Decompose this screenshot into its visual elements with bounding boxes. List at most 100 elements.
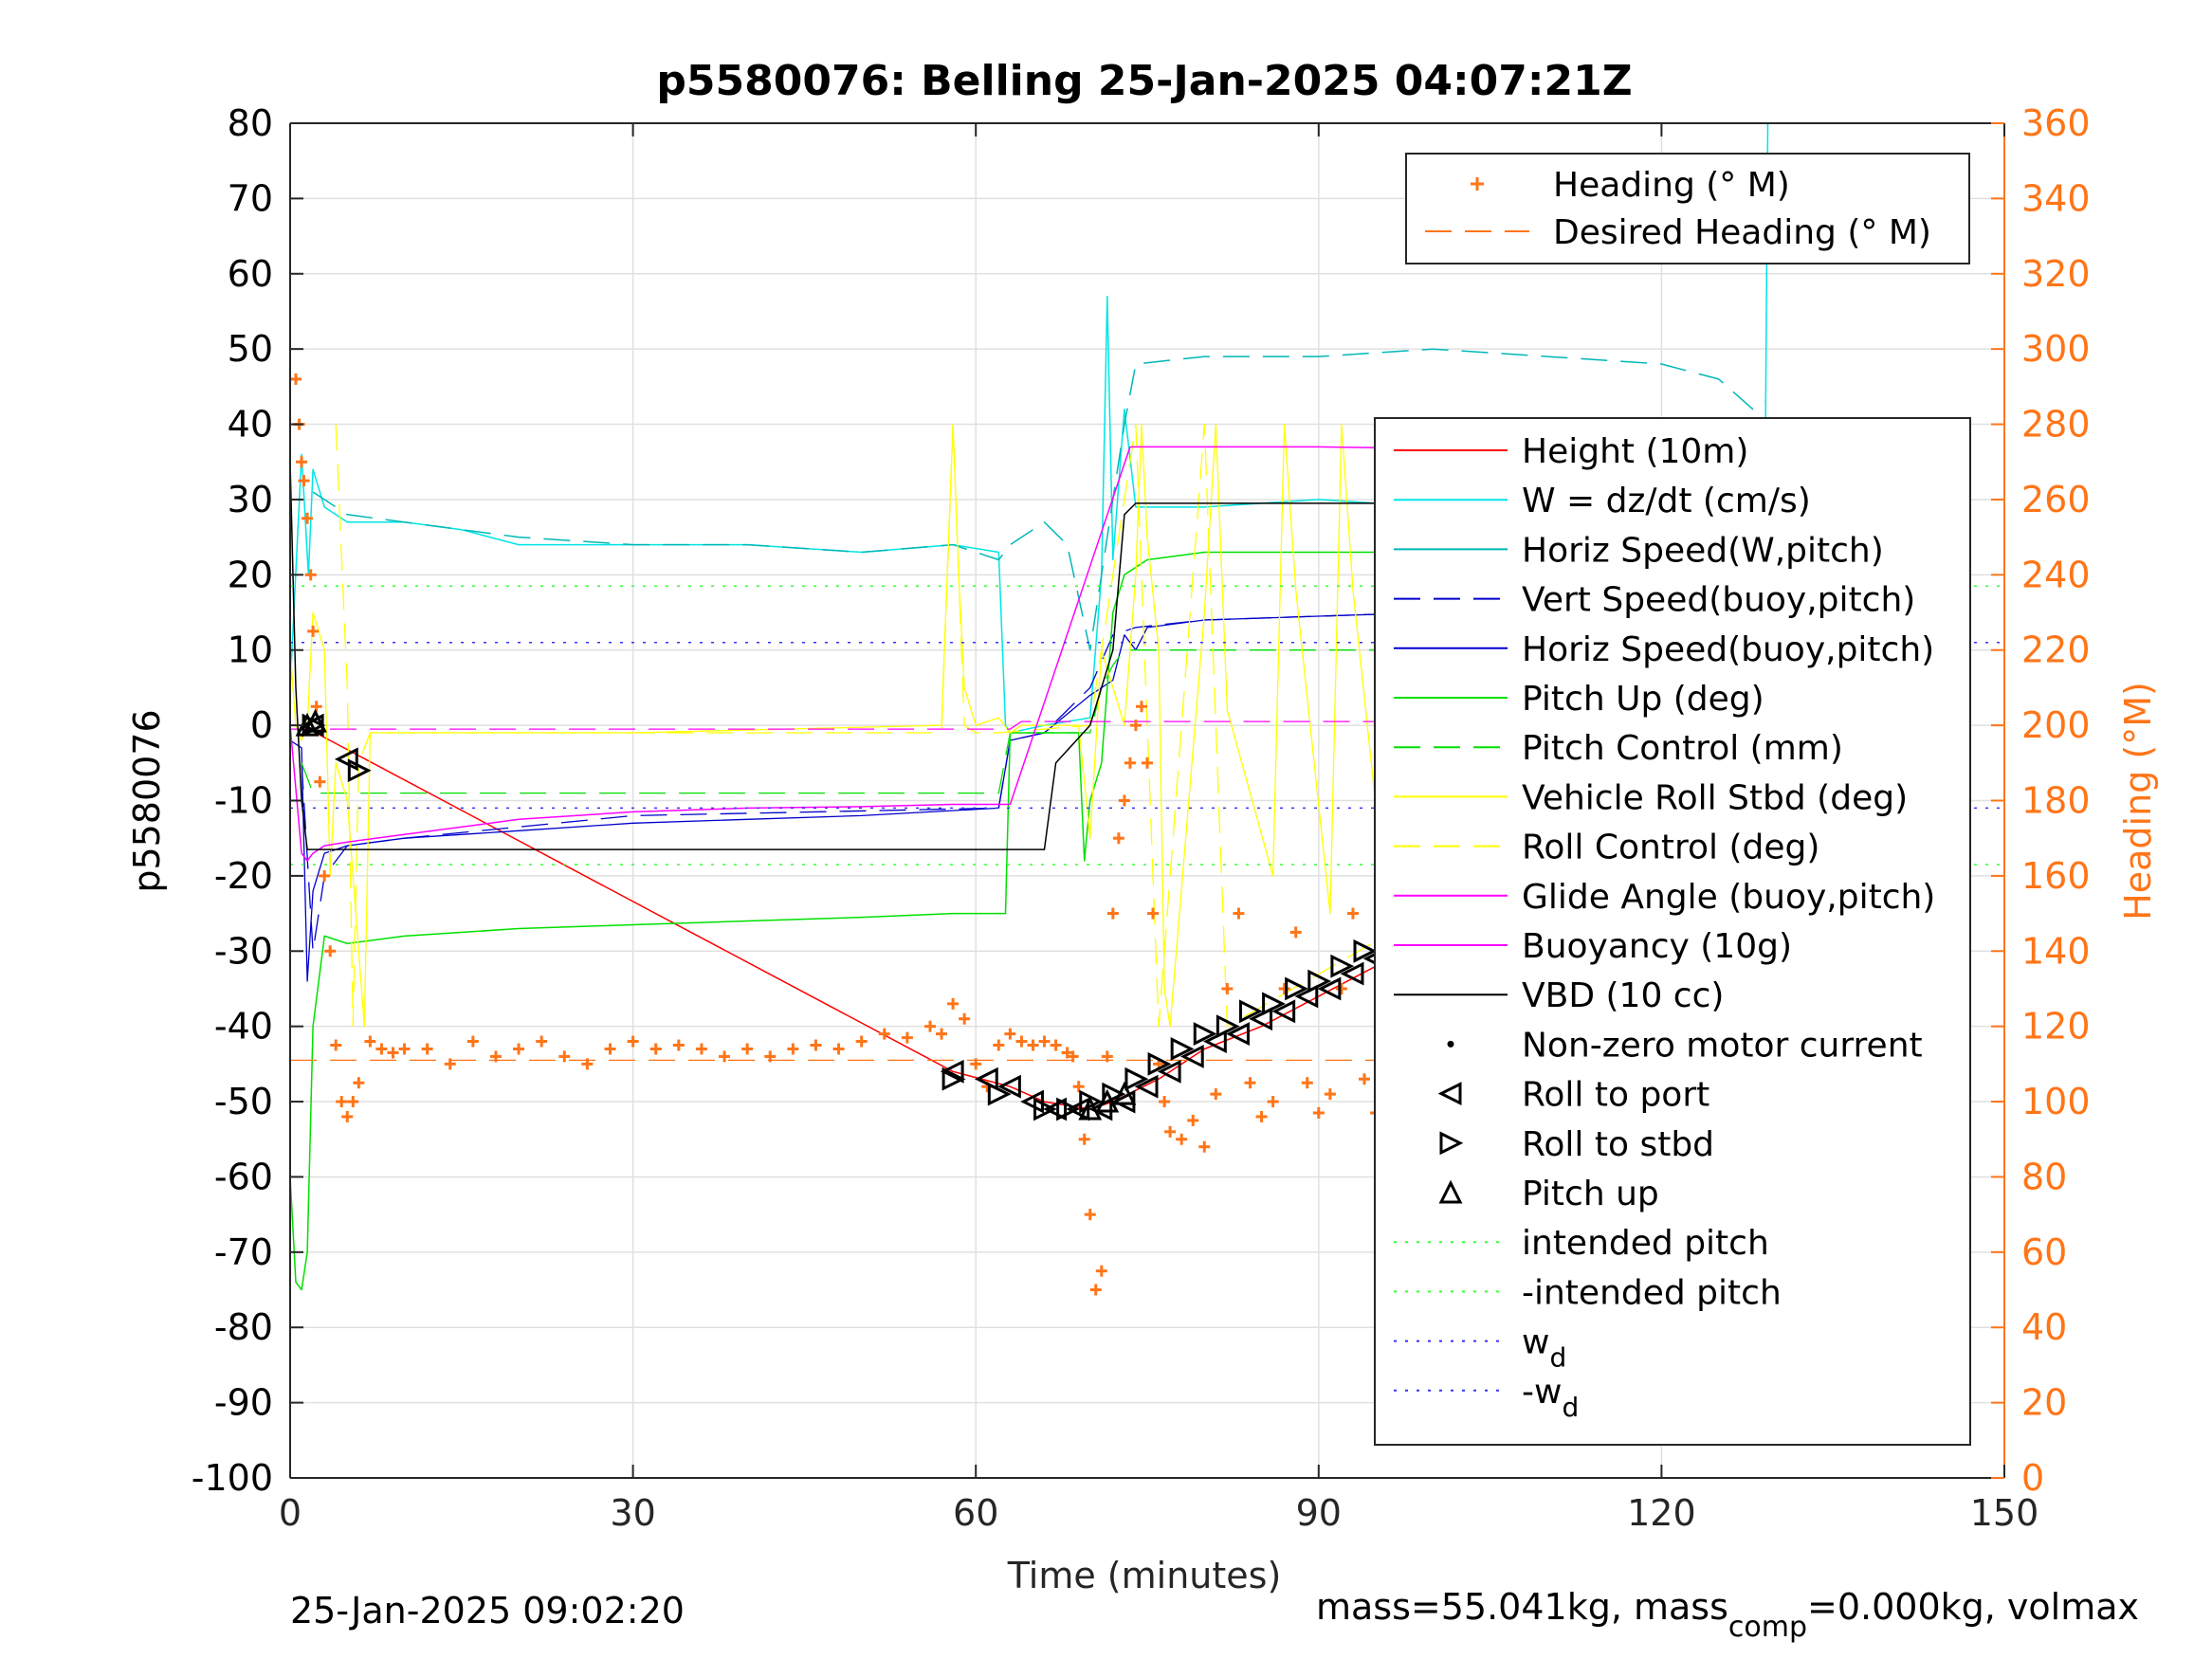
legend-label-text: intended pitch — [1522, 1224, 1769, 1263]
heading-point — [1335, 982, 1347, 994]
legend-label: Desired Heading (° M) — [1553, 213, 1931, 252]
heading-point — [304, 569, 317, 581]
legend-label-text: Heading (° M) — [1553, 166, 1790, 205]
heading-point — [810, 1039, 822, 1051]
legend-label-text: Non-zero motor current — [1522, 1026, 1923, 1065]
legend-label-text: Pitch Control (mm) — [1522, 729, 1843, 768]
footer-mass-part1: mass=55.041kg, mass — [1316, 1586, 1728, 1628]
heading-point — [1084, 1209, 1096, 1221]
heading-point — [1278, 982, 1290, 994]
y-tick-label: -70 — [214, 1231, 273, 1273]
heading-point — [1301, 1077, 1313, 1089]
heading-point — [324, 945, 337, 957]
footer-mass-sub: comp — [1728, 1611, 1807, 1644]
heading-point — [1267, 1096, 1279, 1108]
heading-point — [901, 1031, 913, 1044]
legend-label-text: Vert Speed(buoy,pitch) — [1522, 581, 1915, 620]
heading-point — [466, 1035, 479, 1048]
heading-point — [1067, 1050, 1079, 1063]
legend-entry: Horiz Speed(buoy,pitch) — [1394, 630, 1934, 669]
series-glide-angle-buoy-pitch- — [290, 720, 1764, 730]
heading-point — [347, 1096, 359, 1108]
heading-point — [513, 1043, 525, 1055]
heading-point — [1221, 982, 1234, 994]
y-tick-label: 60 — [228, 253, 273, 295]
legend-entry: intended pitch — [1394, 1224, 1769, 1263]
heading-point — [1106, 907, 1119, 920]
series-pitch-control-mm- — [301, 649, 1764, 794]
legend-entry: -wd — [1394, 1373, 1579, 1423]
heading-point — [341, 1110, 354, 1122]
heading-point — [336, 1096, 348, 1108]
legend-label-sub: d — [1549, 1342, 1566, 1374]
heading-point — [1050, 1039, 1062, 1051]
legend-entry: Heading (° M) — [1471, 166, 1790, 205]
legend-heading: Heading (° M) Desired Heading (° M) — [1405, 153, 1970, 264]
legend-label: Roll to stbd — [1522, 1125, 1714, 1164]
legend-label-text: VBD (10 cc) — [1522, 976, 1724, 1015]
roll-stbd-marker — [1124, 1066, 1149, 1091]
heading-point — [787, 1043, 799, 1055]
legend-label: -wd — [1522, 1373, 1579, 1423]
roll-port-marker — [974, 1066, 998, 1091]
legend-label-text: w — [1522, 1323, 1549, 1362]
roll-stbd-marker — [1353, 939, 1378, 963]
legend-label: Horiz Speed(buoy,pitch) — [1522, 630, 1934, 669]
y2-tick-label: 360 — [2021, 102, 2091, 144]
y2-tick-label: 260 — [2021, 479, 2091, 520]
legend-symbol — [1437, 1082, 1462, 1106]
legend-entry: Horiz Speed(W,pitch) — [1394, 531, 1884, 570]
legend-entry: Buoyancy (10g) — [1394, 927, 1792, 966]
legend-label: Pitch Control (mm) — [1522, 729, 1843, 768]
y2-tick-label: 180 — [2021, 780, 2091, 822]
legend-label-text: Roll to port — [1522, 1076, 1709, 1115]
roll-port-marker — [1317, 976, 1342, 1001]
roll-port-marker — [1066, 1097, 1090, 1121]
heading-point — [1089, 1284, 1102, 1296]
legend-entry: Roll Control (deg) — [1394, 829, 1819, 867]
heading-point — [1124, 757, 1136, 769]
y2-axis-label: Heading (°M) — [2117, 682, 2159, 921]
legend-label: Pitch up — [1522, 1175, 1659, 1213]
heading-point — [307, 625, 320, 637]
heading-point — [558, 1050, 571, 1063]
heading-point — [536, 1035, 548, 1048]
y2-tick-label: 80 — [2021, 1156, 2067, 1197]
roll-port-marker — [1179, 1044, 1204, 1068]
heading-point — [832, 1043, 845, 1055]
heading-point — [444, 1058, 456, 1070]
heading-point — [1187, 1114, 1199, 1126]
heading-point — [1359, 1073, 1371, 1085]
y-tick-label: 30 — [228, 479, 273, 520]
y-tick-label: 20 — [228, 554, 273, 595]
pitch-up-marker — [303, 708, 327, 733]
heading-point — [1142, 757, 1153, 769]
heading-point — [627, 1035, 639, 1048]
legend-label-text: Roll Control (deg) — [1522, 829, 1819, 867]
heading-point — [296, 456, 308, 468]
legend-label-text: Buoyancy (10g) — [1522, 927, 1792, 966]
legend-label-text: Pitch up — [1522, 1175, 1659, 1213]
heading-point — [1176, 1133, 1188, 1145]
roll-port-marker — [940, 1059, 964, 1084]
legend-entry: W = dz/dt (cm/s) — [1394, 482, 1811, 520]
heading-point — [421, 1043, 433, 1055]
legend-label: Pitch Up (deg) — [1522, 680, 1764, 719]
roll-stbd-marker — [1330, 954, 1355, 978]
y-tick-label: -60 — [214, 1156, 273, 1197]
legend-entry: Desired Heading (° M) — [1425, 213, 1931, 252]
legend-label-text: -w — [1522, 1373, 1562, 1412]
y2-tick-label: 0 — [2021, 1457, 2044, 1499]
heading-point — [1004, 1028, 1016, 1040]
legend-label: Non-zero motor current — [1522, 1026, 1923, 1065]
y2-tick-label: 160 — [2021, 855, 2091, 897]
roll-port-marker — [1226, 1022, 1250, 1047]
roll-port-marker — [1294, 984, 1319, 1009]
roll-stbd-marker — [1102, 1082, 1126, 1106]
legend-entry: Vert Speed(buoy,pitch) — [1394, 581, 1915, 620]
roll-port-marker — [1340, 961, 1364, 986]
heading-point — [1095, 1265, 1107, 1277]
roll-port-marker — [1202, 1030, 1227, 1053]
legend-label-text: Height (10m) — [1522, 432, 1748, 471]
